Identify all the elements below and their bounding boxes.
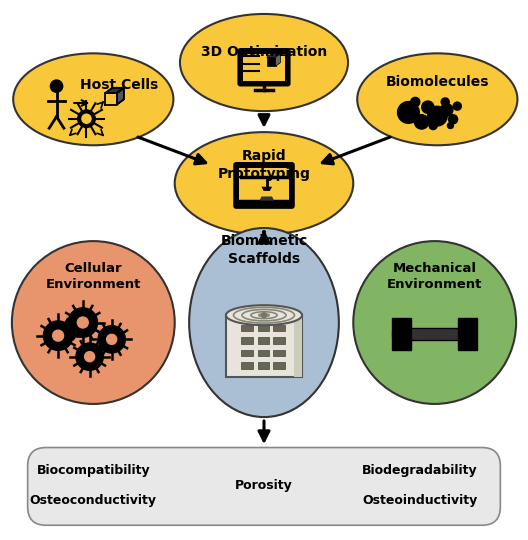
FancyBboxPatch shape <box>238 49 290 86</box>
Circle shape <box>84 351 96 362</box>
FancyBboxPatch shape <box>458 318 467 350</box>
FancyBboxPatch shape <box>401 318 411 350</box>
Polygon shape <box>276 53 280 66</box>
Circle shape <box>428 121 438 130</box>
Circle shape <box>410 97 420 107</box>
Text: Biodegradability: Biodegradability <box>362 464 478 477</box>
Polygon shape <box>294 315 302 377</box>
Circle shape <box>421 100 435 114</box>
Circle shape <box>52 329 64 342</box>
FancyBboxPatch shape <box>274 362 285 369</box>
FancyBboxPatch shape <box>274 325 285 331</box>
Circle shape <box>261 312 267 318</box>
Circle shape <box>12 241 175 404</box>
Polygon shape <box>106 88 124 93</box>
Text: Osteoinductivity: Osteoinductivity <box>362 494 478 507</box>
Circle shape <box>77 316 89 329</box>
Circle shape <box>452 102 462 111</box>
Text: Osteoconductivity: Osteoconductivity <box>30 494 157 507</box>
FancyBboxPatch shape <box>392 318 401 350</box>
Circle shape <box>427 106 448 126</box>
FancyBboxPatch shape <box>234 163 294 208</box>
FancyBboxPatch shape <box>239 167 289 203</box>
Ellipse shape <box>13 53 173 145</box>
FancyBboxPatch shape <box>241 362 253 369</box>
FancyBboxPatch shape <box>258 362 269 369</box>
FancyBboxPatch shape <box>274 337 285 343</box>
Polygon shape <box>259 197 274 201</box>
Circle shape <box>50 79 63 93</box>
FancyBboxPatch shape <box>241 325 253 331</box>
Circle shape <box>448 114 458 125</box>
Circle shape <box>353 241 516 404</box>
FancyBboxPatch shape <box>241 350 253 356</box>
FancyBboxPatch shape <box>467 318 477 350</box>
Text: Biomimetic
Scaffolds: Biomimetic Scaffolds <box>220 234 308 266</box>
FancyBboxPatch shape <box>258 325 269 331</box>
FancyBboxPatch shape <box>241 337 253 343</box>
Circle shape <box>106 334 117 345</box>
Polygon shape <box>117 88 124 105</box>
Text: Mechanical
Environment: Mechanical Environment <box>387 262 483 291</box>
Ellipse shape <box>180 14 348 111</box>
Circle shape <box>68 308 98 337</box>
Text: Biomolecules: Biomolecules <box>385 76 489 90</box>
Ellipse shape <box>189 228 339 417</box>
FancyBboxPatch shape <box>226 315 302 377</box>
Text: Biocompatibility: Biocompatibility <box>36 464 150 477</box>
Circle shape <box>440 103 454 117</box>
FancyBboxPatch shape <box>258 350 269 356</box>
FancyBboxPatch shape <box>27 448 501 525</box>
Ellipse shape <box>357 53 517 145</box>
Ellipse shape <box>175 132 353 234</box>
Circle shape <box>414 114 429 130</box>
FancyBboxPatch shape <box>410 328 460 340</box>
Circle shape <box>447 122 454 129</box>
Ellipse shape <box>226 305 302 325</box>
Circle shape <box>397 101 420 124</box>
Polygon shape <box>267 57 276 66</box>
Text: Cellular
Environment: Cellular Environment <box>45 262 141 291</box>
Text: Porosity: Porosity <box>235 479 293 492</box>
Text: Rapid
Prototyping: Rapid Prototyping <box>218 149 310 180</box>
FancyBboxPatch shape <box>258 337 269 343</box>
FancyBboxPatch shape <box>243 53 285 81</box>
Polygon shape <box>267 53 280 57</box>
FancyBboxPatch shape <box>274 350 285 356</box>
Text: Host Cells: Host Cells <box>80 78 159 92</box>
Circle shape <box>76 343 103 370</box>
Circle shape <box>77 109 96 128</box>
Circle shape <box>81 113 92 124</box>
Circle shape <box>98 326 125 353</box>
Circle shape <box>440 97 450 107</box>
Text: 3D Optimization: 3D Optimization <box>201 45 327 59</box>
Polygon shape <box>261 187 272 191</box>
Circle shape <box>43 321 73 350</box>
